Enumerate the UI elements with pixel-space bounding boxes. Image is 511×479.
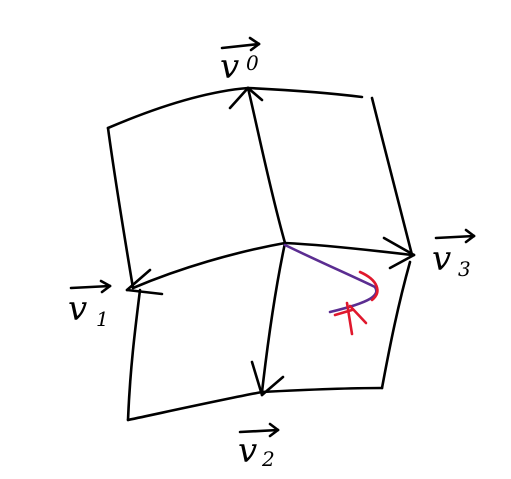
label-v1-letter: v [68,289,87,329]
label-v3: v 3 [432,228,476,281]
label-v2-subscript: 2 [261,447,275,471]
label-v3-letter: v [432,239,451,279]
purple-curve [283,243,378,314]
label-v0: v 0 [220,36,261,87]
face-top-right [246,86,414,257]
arrow-v0 [228,86,264,110]
face-top-left [106,86,287,290]
red-mark [333,270,379,336]
face-bottom-left [126,241,287,422]
arrow-v3 [382,236,416,270]
label-v3-subscript: 3 [458,257,471,281]
face-bottom-right [260,260,412,394]
label-v0-letter: v [220,47,239,87]
arrow-v1 [125,268,164,296]
label-v2-letter: v [238,431,257,471]
label-v0-subscript: 0 [246,51,259,75]
label-v2: v 2 [238,422,280,471]
arrow-v2 [250,360,285,397]
label-v1-subscript: 1 [96,307,109,331]
label-v1: v 1 [68,279,112,331]
